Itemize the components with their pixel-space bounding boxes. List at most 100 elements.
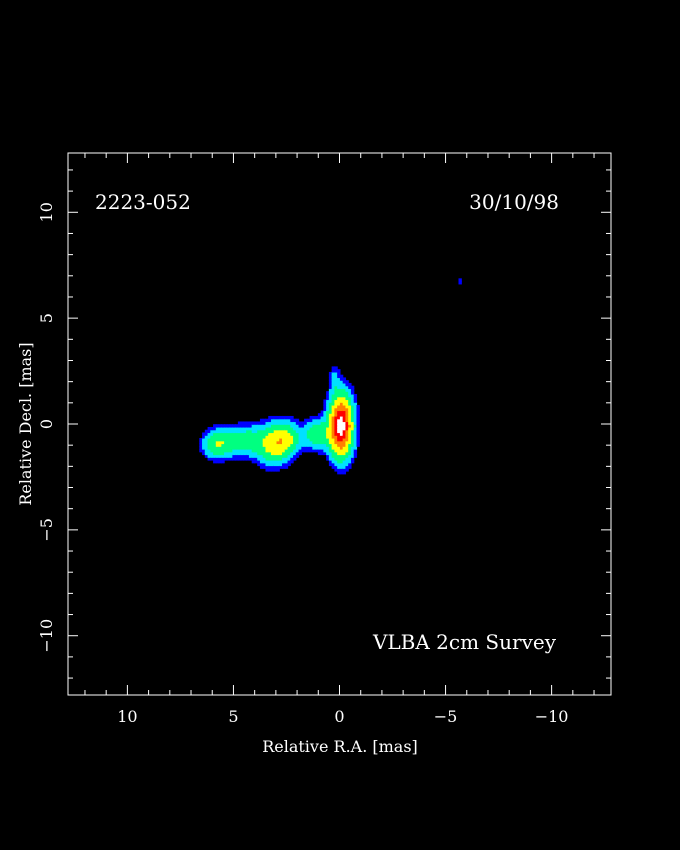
map-pixel xyxy=(337,404,341,409)
map-pixel xyxy=(328,404,333,409)
map-pixel xyxy=(210,429,214,434)
map-pixel xyxy=(309,429,313,434)
map-pixel xyxy=(262,421,267,425)
map-pixel xyxy=(337,399,341,403)
map-pixel xyxy=(331,369,336,373)
map-pixel xyxy=(331,437,336,442)
map-pixel xyxy=(295,424,300,428)
map-pixel xyxy=(345,415,349,420)
map-pixel xyxy=(331,380,336,384)
map-pixel xyxy=(350,448,355,453)
map-pixel xyxy=(353,454,358,458)
map-pixel xyxy=(243,443,247,447)
map-pixel xyxy=(221,457,225,461)
map-pixel xyxy=(284,437,289,442)
map-pixel xyxy=(199,448,203,453)
map-pixel xyxy=(304,443,308,447)
map-pixel xyxy=(210,457,214,461)
map-pixel xyxy=(210,432,214,436)
map-pixel xyxy=(301,440,305,445)
map-pixel xyxy=(273,468,278,472)
map-pixel xyxy=(345,413,349,417)
map-pixel xyxy=(279,448,283,453)
map-pixel xyxy=(293,424,297,428)
map-pixel xyxy=(348,396,352,401)
map-pixel xyxy=(350,429,355,434)
map-pixel xyxy=(350,435,355,439)
map-pixel xyxy=(348,454,352,458)
map-pixel xyxy=(262,432,267,436)
map-pixel xyxy=(259,426,264,431)
map-pixel xyxy=(273,432,278,436)
map-pixel xyxy=(221,459,225,464)
map-pixel xyxy=(348,393,352,398)
map-pixel xyxy=(356,437,360,442)
map-pixel xyxy=(248,437,253,442)
map-pixel xyxy=(315,432,319,436)
map-pixel xyxy=(350,424,355,428)
map-pixel xyxy=(323,410,327,414)
map-pixel xyxy=(345,402,349,406)
map-pixel xyxy=(353,402,358,406)
map-pixel xyxy=(337,388,341,392)
map-pixel xyxy=(248,424,253,428)
map-pixel xyxy=(268,448,272,453)
map-pixel xyxy=(270,446,275,450)
map-pixel xyxy=(210,440,214,445)
map-pixel xyxy=(268,446,272,450)
map-pixel xyxy=(342,429,347,434)
map-pixel xyxy=(268,440,272,445)
x-tick-label: 5 xyxy=(228,707,238,726)
map-pixel xyxy=(279,443,283,447)
map-pixel xyxy=(235,451,239,456)
map-pixel xyxy=(350,432,355,436)
map-pixel xyxy=(202,440,206,445)
map-pixel xyxy=(273,415,278,420)
map-pixel xyxy=(331,396,336,401)
map-pixel xyxy=(229,437,233,442)
map-pixel xyxy=(268,435,272,439)
map-pixel xyxy=(309,437,313,442)
map-pixel xyxy=(317,426,322,431)
map-pixel xyxy=(279,440,283,445)
map-pixel xyxy=(293,421,297,425)
map-pixel xyxy=(334,440,338,445)
map-pixel xyxy=(353,413,358,417)
map-pixel xyxy=(202,451,206,456)
map-pixel xyxy=(243,454,247,458)
map-pixel xyxy=(317,435,322,439)
map-pixel xyxy=(240,451,245,456)
map-pixel xyxy=(284,432,289,436)
map-pixel xyxy=(309,426,313,431)
map-pixel xyxy=(306,440,311,445)
map-pixel xyxy=(334,468,338,472)
map-pixel xyxy=(282,457,286,461)
map-pixel xyxy=(235,448,239,453)
map-pixel xyxy=(251,459,256,464)
map-pixel xyxy=(334,443,338,447)
map-pixel xyxy=(326,413,330,417)
map-pixel xyxy=(331,459,336,464)
map-pixel xyxy=(348,391,352,395)
map-pixel xyxy=(204,440,209,445)
map-pixel xyxy=(356,443,360,447)
map-pixel xyxy=(295,432,300,436)
map-pixel xyxy=(248,432,253,436)
map-pixel xyxy=(270,443,275,447)
map-pixel xyxy=(229,426,233,431)
map-pixel xyxy=(317,429,322,434)
map-pixel xyxy=(290,448,294,453)
map-pixel xyxy=(328,451,333,456)
map-pixel xyxy=(339,459,344,464)
map-pixel xyxy=(353,415,358,420)
map-pixel xyxy=(331,432,336,436)
map-pixel xyxy=(350,446,355,450)
map-pixel xyxy=(282,465,286,469)
map-pixel xyxy=(226,429,231,434)
map-pixel xyxy=(342,382,347,387)
map-pixel xyxy=(279,454,283,458)
map-pixel xyxy=(268,468,272,472)
map-pixel xyxy=(229,448,233,453)
map-pixel xyxy=(315,440,319,445)
map-pixel xyxy=(350,393,355,398)
